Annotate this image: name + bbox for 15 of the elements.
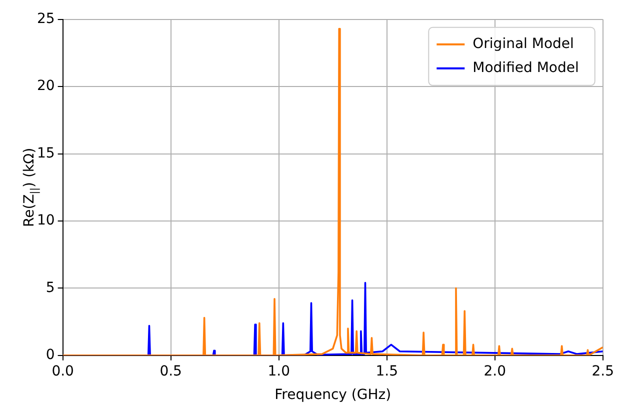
legend-label: Original Model — [472, 36, 574, 52]
x-tick-label: 1.5 — [376, 363, 398, 380]
y-tick-label: 20 — [36, 78, 55, 94]
x-tick-label: 2.5 — [592, 363, 614, 380]
y-tick-label: 15 — [36, 145, 55, 162]
y-tick-label: 10 — [36, 212, 55, 229]
x-tick-label: 0.5 — [160, 363, 182, 380]
y-tick-label: 25 — [36, 11, 55, 28]
x-axis-title: Frequency (GHz) — [274, 387, 392, 404]
y-tick-label: 0 — [46, 347, 55, 364]
y-tick-label: 5 — [46, 280, 55, 296]
x-tick-label: 2.0 — [484, 363, 506, 380]
legend-label: Modified Model — [472, 60, 579, 76]
x-tick-label: 0.0 — [52, 363, 74, 380]
x-tick-label: 1.0 — [268, 363, 290, 380]
